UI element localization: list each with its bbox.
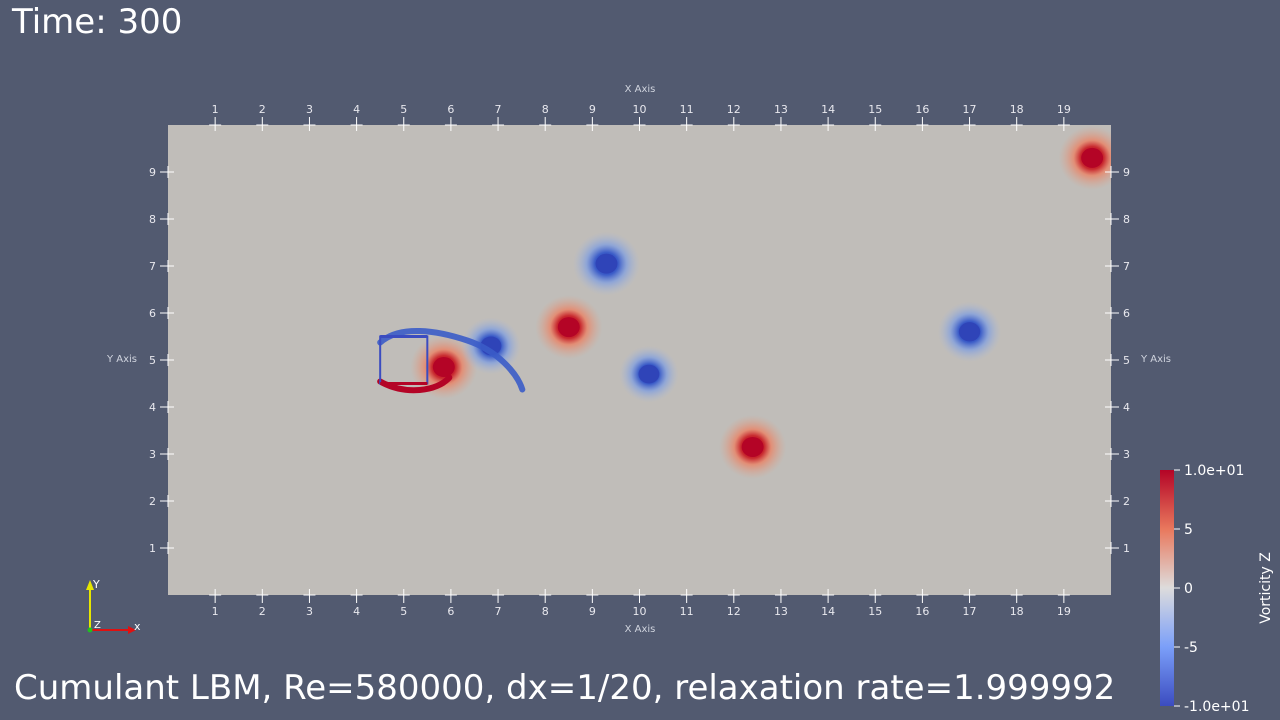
x-tick-label-bottom: 11	[680, 605, 694, 618]
x-tick-label-bottom: 7	[495, 605, 502, 618]
colorbar-tick-label: -5	[1184, 640, 1198, 656]
y-tick-label-left: 8	[149, 213, 156, 226]
x-tick-label-bottom: 6	[447, 605, 454, 618]
colorbar: 1.0e+01 5 0 -5 -1.0e+01 Vorticity Z	[1160, 463, 1274, 715]
y-tick-label-right: 9	[1123, 166, 1130, 179]
obstacle-layer	[377, 328, 526, 394]
orient-z-label: Z	[94, 620, 101, 631]
x-tick-label-top: 19	[1057, 103, 1071, 116]
colorbar-tick-label: 1.0e+01	[1184, 463, 1244, 479]
x-tick-label-bottom: 8	[542, 605, 549, 618]
x-tick-label-top: 6	[447, 103, 454, 116]
x-tick-label-top: 16	[915, 103, 929, 116]
upper-shear-layer	[377, 328, 526, 393]
vortex-layer	[410, 125, 1111, 479]
x-tick-label-top: 18	[1010, 103, 1024, 116]
y-tick-label-right: 4	[1123, 401, 1130, 414]
x-tick-label-top: 10	[633, 103, 647, 116]
y-tick-label-right: 5	[1123, 354, 1130, 367]
simulation-caption: Cumulant LBM, Re=580000, dx=1/20, relaxa…	[14, 668, 1116, 708]
y-tick-label-right: 2	[1123, 495, 1130, 508]
x-tick-label-bottom: 16	[915, 605, 929, 618]
y-tick-label-right: 7	[1123, 260, 1130, 273]
x-tick-label-top: 17	[963, 103, 977, 116]
y-axis-title-left: Y Axis	[106, 354, 137, 365]
colorbar-title: Vorticity Z	[1258, 552, 1274, 624]
x-axis-title-top: X Axis	[625, 84, 656, 95]
y-tick-label-left: 4	[149, 401, 156, 414]
y-tick-label-right: 6	[1123, 307, 1130, 320]
y-tick-label-right: 8	[1123, 213, 1130, 226]
axes-layer: 1122334455667788991010111112121313141415…	[149, 103, 1130, 618]
y-tick-label-left: 3	[149, 448, 156, 461]
x-tick-label-top: 1	[212, 103, 219, 116]
x-tick-label-top: 5	[400, 103, 407, 116]
vortex-negative-7	[461, 317, 521, 375]
x-tick-label-bottom: 10	[633, 605, 647, 618]
x-tick-label-bottom: 2	[259, 605, 266, 618]
orient-y-label: Y	[92, 578, 100, 591]
y-tick-label-left: 6	[149, 307, 156, 320]
x-tick-label-top: 4	[353, 103, 360, 116]
y-tick-label-left: 7	[149, 260, 156, 273]
orient-x-label: x	[134, 620, 141, 633]
colorbar-tick-label: 5	[1184, 522, 1193, 538]
x-tick-label-top: 14	[821, 103, 835, 116]
x-tick-label-top: 11	[680, 103, 694, 116]
x-tick-label-bottom: 13	[774, 605, 788, 618]
vortex-positive-0	[535, 295, 603, 360]
x-tick-label-bottom: 5	[400, 605, 407, 618]
x-tick-label-bottom: 4	[353, 605, 360, 618]
x-tick-label-top: 8	[542, 103, 549, 116]
x-tick-label-bottom: 12	[727, 605, 741, 618]
x-tick-label-bottom: 17	[963, 605, 977, 618]
x-tick-label-bottom: 18	[1010, 605, 1024, 618]
x-tick-label-bottom: 15	[868, 605, 882, 618]
vortex-negative-1	[572, 231, 641, 296]
x-tick-label-top: 9	[589, 103, 596, 116]
vortex-positive-5	[1058, 125, 1111, 190]
x-tick-label-top: 12	[727, 103, 741, 116]
x-tick-label-bottom: 1	[212, 605, 219, 618]
y-tick-label-left: 5	[149, 354, 156, 367]
x-tick-label-bottom: 19	[1057, 605, 1071, 618]
x-tick-label-top: 7	[495, 103, 502, 116]
y-tick-label-right: 3	[1123, 448, 1130, 461]
x-tick-label-top: 13	[774, 103, 788, 116]
vortex-negative-4	[937, 301, 1002, 362]
y-axis-title-right: Y Axis	[1140, 354, 1171, 365]
x-tick-label-top: 2	[259, 103, 266, 116]
colorbar-tick-label: 0	[1184, 581, 1193, 597]
vortex-positive-3	[719, 414, 787, 479]
y-tick-label-left: 2	[149, 495, 156, 508]
x-axis-title-bottom: X Axis	[625, 624, 656, 635]
y-tick-label-right: 1	[1123, 542, 1130, 555]
time-label: Time: 300	[12, 2, 183, 42]
colorbar-gradient	[1160, 470, 1174, 706]
x-tick-label-bottom: 9	[589, 605, 596, 618]
x-tick-label-top: 15	[868, 103, 882, 116]
y-tick-label-left: 9	[149, 166, 156, 179]
vortex-negative-2	[619, 345, 679, 403]
x-tick-label-top: 3	[306, 103, 313, 116]
colorbar-tick-label: -1.0e+01	[1184, 699, 1249, 715]
x-tick-label-bottom: 14	[821, 605, 835, 618]
orientation-axes: Y x Z	[86, 578, 141, 634]
x-tick-label-bottom: 3	[306, 605, 313, 618]
y-tick-label-left: 1	[149, 542, 156, 555]
